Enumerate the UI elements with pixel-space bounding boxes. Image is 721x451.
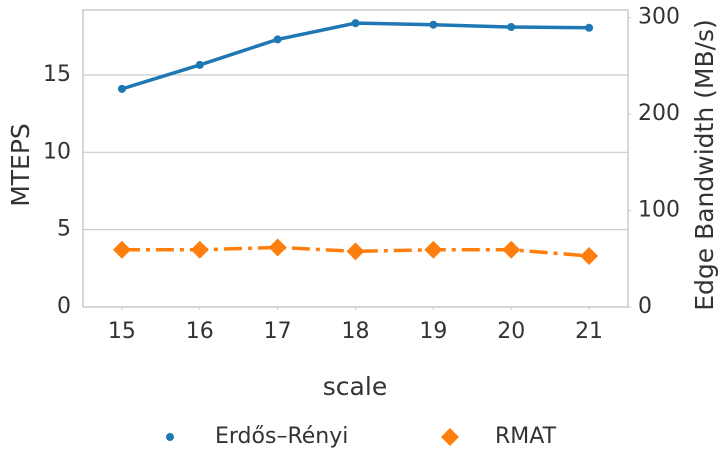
y2-tick-label: 0 — [638, 294, 652, 319]
point — [507, 23, 516, 32]
point — [502, 240, 521, 259]
y-tick-label: 0 — [57, 294, 71, 319]
y-tick-label: 5 — [57, 217, 71, 242]
plot-frame — [82, 9, 629, 308]
point — [429, 20, 438, 29]
point — [273, 35, 282, 44]
point — [346, 242, 365, 261]
point — [195, 60, 204, 69]
y-tick-label: 10 — [43, 139, 71, 164]
y-tick-label: 15 — [43, 62, 71, 87]
x-axis-label: scale — [323, 372, 387, 401]
x-tick-label: 18 — [342, 319, 370, 344]
x-tick-label: 19 — [419, 319, 447, 344]
x-tick-label: 15 — [108, 319, 136, 344]
point — [424, 240, 443, 259]
point — [190, 240, 209, 259]
x-tick-label: 16 — [186, 319, 214, 344]
y2-axis-label: Edge Bandwidth (MB/s) — [690, 19, 719, 311]
legend-marker — [441, 428, 459, 446]
x-tick-label: 17 — [264, 319, 292, 344]
point — [580, 246, 599, 265]
point — [351, 19, 360, 28]
point — [112, 240, 131, 259]
legend-label: Erdős–Rényi — [215, 424, 348, 449]
y2-tick-label: 200 — [638, 101, 680, 126]
y-axis-label: MTEPS — [6, 123, 35, 207]
point — [117, 84, 126, 93]
x-tick-label: 20 — [497, 319, 525, 344]
y2-tick-label: 300 — [638, 5, 680, 30]
legend-label: RMAT — [495, 424, 557, 449]
y2-tick-label: 100 — [638, 198, 680, 223]
point — [585, 23, 594, 32]
x-tick-label: 21 — [575, 319, 603, 344]
point — [268, 238, 287, 257]
legend-marker — [166, 433, 174, 441]
series-line — [121, 21, 590, 91]
